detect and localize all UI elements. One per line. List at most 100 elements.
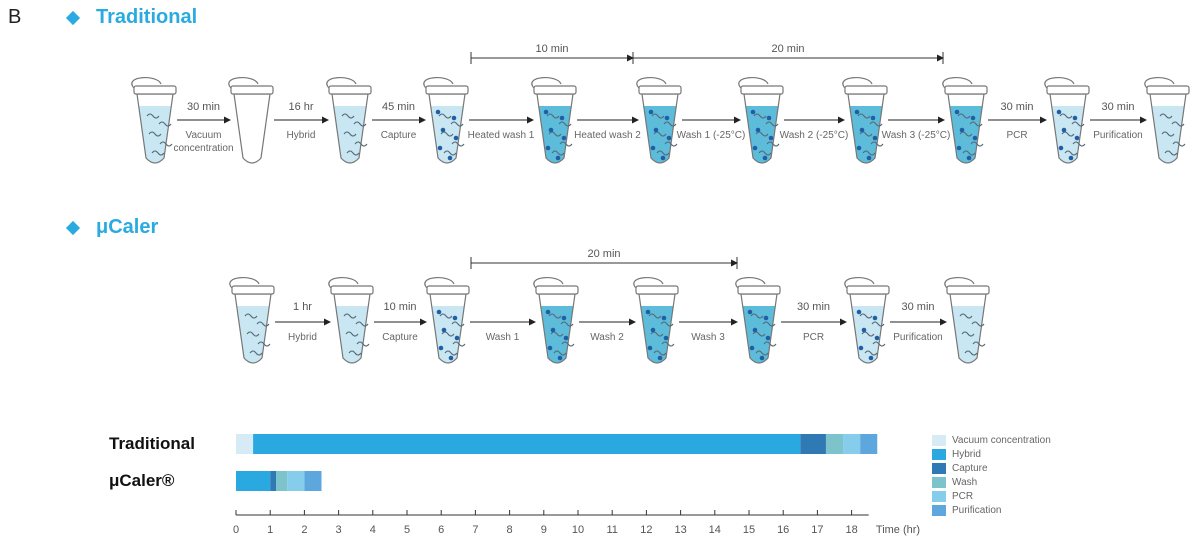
legend-swatch (932, 476, 946, 488)
step-label: Capture (381, 130, 417, 141)
x-tick-label: 9 (541, 524, 547, 536)
legend-swatch (932, 462, 946, 474)
x-tick-label: 14 (709, 524, 721, 536)
bar-segment (304, 471, 322, 491)
tube-icon (531, 77, 577, 164)
step-time: 30 min (797, 301, 830, 313)
x-axis-label: Time (hr) (876, 524, 920, 536)
bar-segment (825, 434, 844, 454)
tube-icon (942, 77, 988, 164)
legend-label: Vacuum concentration (952, 434, 1051, 446)
x-tick-label: 13 (674, 524, 686, 536)
step-label: Wash 1 (-25°C) (677, 130, 746, 141)
chart-legend: Vacuum concentration Hybrid Capture Wash PCR… (932, 433, 1051, 517)
step-label: Vacuum (186, 130, 222, 141)
x-tick-label: 2 (301, 524, 307, 536)
tube-icon (424, 277, 470, 364)
legend-item: PCR (932, 489, 1051, 503)
chart-category-label: μCaler® (109, 471, 175, 490)
step-label: Heated wash 2 (574, 130, 641, 141)
x-tick-label: 17 (811, 524, 823, 536)
x-tick-label: 1 (267, 524, 273, 536)
tube-icon (738, 77, 784, 164)
bracket-label: 20 min (771, 43, 804, 55)
bar-segment (287, 471, 305, 491)
legend-item: Vacuum concentration (932, 433, 1051, 447)
traditional-workflow: 30 min Vacuum concentration 16 hr Hybrid 45 m… (131, 43, 1190, 164)
tube-icon (636, 77, 682, 164)
tube-icon (326, 77, 372, 164)
x-tick-label: 7 (472, 524, 478, 536)
tube-icon (633, 277, 679, 364)
tube-icon (1044, 77, 1090, 164)
step-label: Heated wash 1 (468, 130, 535, 141)
tube-icon (131, 77, 177, 164)
bar-segment (276, 471, 288, 491)
chart-category-label: Traditional (109, 434, 195, 453)
panel-label: B (8, 6, 22, 28)
step-label: PCR (1006, 130, 1027, 141)
time-bracket: 10 min (470, 43, 634, 64)
step-label: Purification (1093, 130, 1142, 141)
legend-label: Wash (952, 476, 978, 488)
x-tick-label: 4 (370, 524, 376, 536)
tube-icon (229, 277, 275, 364)
x-tick-label: 8 (507, 524, 513, 536)
time-bracket: 20 min (470, 248, 738, 269)
step-label: PCR (803, 332, 824, 343)
legend-swatch (932, 504, 946, 516)
tube-icon (842, 77, 888, 164)
time-bracket: 20 min (632, 43, 944, 64)
step-label: Capture (382, 332, 418, 343)
legend-item: Purification (932, 503, 1051, 517)
legend-swatch (932, 434, 946, 446)
tube-icon (228, 77, 274, 164)
step-time: 10 min (383, 301, 416, 313)
bar-segment (253, 434, 801, 454)
step-time: 30 min (1000, 101, 1033, 113)
bar-segment (236, 434, 254, 454)
step-time: 30 min (901, 301, 934, 313)
traditional-section-title: Traditional (96, 6, 198, 28)
bar-segment (860, 434, 878, 454)
legend-label: PCR (952, 490, 974, 502)
x-tick-label: 5 (404, 524, 410, 536)
bar-segment (236, 471, 271, 491)
bar-segment (270, 471, 277, 491)
step-label: Wash 2 (590, 332, 624, 343)
x-tick-label: 18 (845, 524, 857, 536)
x-tick-label: 0 (233, 524, 239, 536)
tube-icon (328, 277, 374, 364)
legend-label: Capture (952, 462, 988, 474)
bracket-label: 10 min (535, 43, 568, 55)
legend-swatch (932, 448, 946, 460)
step-label: Wash 3 (-25°C) (882, 130, 951, 141)
step-time: 16 hr (288, 101, 313, 113)
step-label: concentration (173, 143, 233, 154)
ucaler-workflow: 1 hr Hybrid 10 min Capture Wash 1 Wash 2 Wash … (229, 248, 990, 364)
legend-item: Hybrid (932, 447, 1051, 461)
tube-icon (844, 277, 890, 364)
legend-label: Purification (952, 504, 1002, 516)
tube-icon (1144, 77, 1190, 164)
x-tick-label: 15 (743, 524, 755, 536)
legend-swatch (932, 490, 946, 502)
step-label: Hybrid (287, 130, 316, 141)
legend-item: Wash (932, 475, 1051, 489)
legend-item: Capture (932, 461, 1051, 475)
step-time: 1 hr (293, 301, 312, 313)
bar-segment (800, 434, 826, 454)
x-tick-label: 10 (572, 524, 584, 536)
tube-icon (735, 277, 781, 364)
x-tick-label: 11 (606, 524, 617, 536)
bar-segment (843, 434, 861, 454)
x-tick-label: 3 (336, 524, 342, 536)
tube-icon (423, 77, 469, 164)
bracket-label: 20 min (587, 248, 620, 260)
step-label: Wash 3 (691, 332, 725, 343)
legend-label: Hybrid (952, 448, 981, 460)
x-tick-label: 12 (640, 524, 652, 536)
step-label: Wash 1 (486, 332, 520, 343)
step-time: 45 min (382, 101, 415, 113)
time-comparison-chart: 0 1 2 3 4 5 6 7 8 9 10 11 12 13 14 15 16 17 18 Time (hr) (233, 434, 920, 536)
